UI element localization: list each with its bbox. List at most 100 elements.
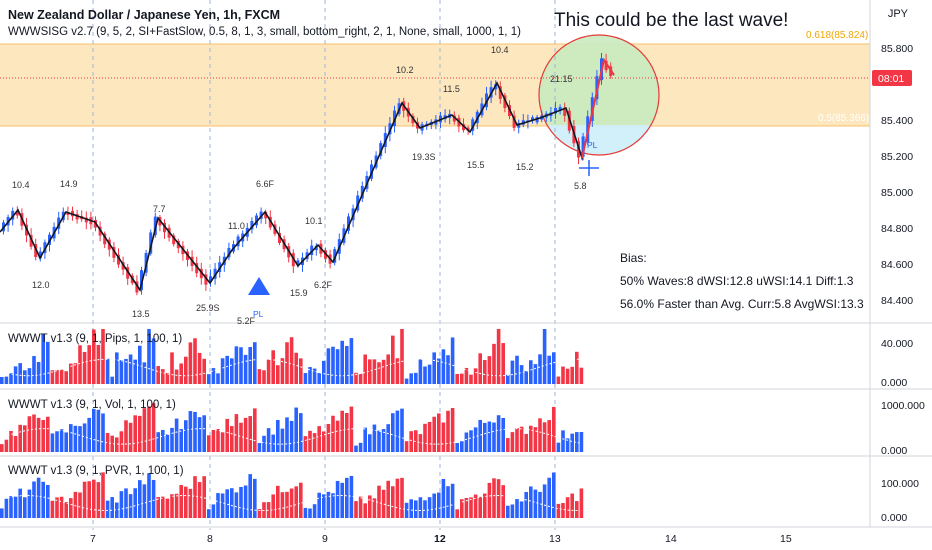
candle-body: [554, 107, 557, 114]
indicator-bar: [331, 415, 335, 452]
bias-title: Bias:: [620, 251, 647, 265]
indicator-bar: [50, 433, 55, 452]
indicator-bar: [9, 373, 13, 384]
indicator-bar: [395, 410, 400, 452]
indicator-bar: [115, 352, 119, 384]
indicator-bar: [78, 426, 82, 452]
indicator-bar: [92, 479, 96, 518]
indicator-bar: [354, 372, 358, 384]
wave-label: 10.1: [305, 216, 323, 226]
indicator-bar: [230, 358, 234, 384]
indicator-bar: [280, 358, 285, 384]
indicator-bar: [473, 427, 478, 452]
indicator-bar: [138, 415, 142, 452]
indicator-bar: [151, 338, 156, 384]
indicator-bar: [299, 358, 303, 384]
indicator-bar: [547, 355, 551, 384]
indicator-bar: [165, 373, 170, 384]
indicator-bar: [13, 496, 18, 518]
indicator-bar: [253, 478, 257, 518]
indicator-bar: [27, 416, 32, 452]
indicator-bar: [59, 496, 64, 518]
indicator-bar: [377, 362, 381, 384]
indicator-bar: [552, 406, 556, 452]
bias-waves-line: 50% Waves:8 dWSI:12.8 uWSI:14.1 Diff:1.3: [620, 274, 854, 288]
indicator-bar: [243, 417, 248, 452]
indicator-bar: [478, 419, 482, 452]
indicator-bar: [404, 502, 409, 518]
time-axis[interactable]: 7 8 9 12 13 14 15: [90, 533, 792, 545]
indicator-bar: [193, 411, 197, 452]
indicator-bar: [165, 434, 170, 452]
price-tick: 85.200: [881, 151, 913, 163]
symbol-title[interactable]: New Zealand Dollar / Japanese Yen, 1h, F…: [8, 8, 281, 22]
indicator-bar: [36, 361, 41, 384]
indicator-bar: [266, 502, 271, 518]
indicator-title[interactable]: WWWSISG v2.7 (9, 5, 2, SI+FastSlow, 0.5,…: [8, 26, 521, 38]
indicator-bar: [266, 428, 271, 452]
indicator-bar: [381, 489, 386, 518]
indicator-bar: [519, 365, 524, 384]
price-axis[interactable]: 85.800 85.400 85.200 85.000 84.800 84.60…: [881, 43, 913, 307]
indicator-bar: [197, 417, 202, 452]
indicator-bar: [478, 496, 482, 518]
indicator-bar: [529, 360, 533, 384]
indicator-bar: [4, 498, 9, 518]
candle-body: [452, 115, 456, 122]
candle-body: [75, 213, 79, 220]
indicator-bar: [207, 374, 211, 384]
pane-title-vol[interactable]: WWWT v1.3 (9, 1, Vol, 1, 100, 1): [8, 399, 176, 411]
indicator-bar: [128, 354, 133, 384]
indicator-bar: [432, 493, 436, 518]
indicator-bar: [32, 481, 36, 518]
bias-speed-line: 56.0% Faster than Avg. Curr:5.8 AvgWSI:1…: [620, 297, 864, 311]
wave-label: 14.9: [60, 179, 78, 189]
indicator-bar: [179, 363, 183, 384]
pane-title-pips[interactable]: WWWT v1.3 (9, 1, Pips, 1, 100, 1): [8, 333, 183, 345]
indicator-bar: [312, 433, 317, 452]
indicator-bar: [184, 486, 188, 518]
candle-body: [388, 123, 392, 135]
indicator-bar: [575, 432, 579, 452]
candle-body: [333, 249, 337, 263]
price-tick: 85.800: [881, 43, 913, 55]
indicator-bar: [386, 480, 390, 518]
indicator-bar: [501, 417, 505, 452]
indicator-bar: [317, 492, 321, 518]
wave-label: 7.7: [153, 204, 166, 214]
indicator-bar: [552, 352, 556, 384]
time-tick: 9: [322, 533, 328, 545]
indicator-bar: [211, 504, 216, 518]
indicator-bar: [147, 329, 151, 384]
indicator-bar: [386, 424, 390, 452]
indicator-bar: [460, 499, 464, 518]
indicator-bar: [220, 493, 225, 518]
indicator-bar: [101, 413, 105, 452]
indicator-bar: [492, 422, 496, 452]
indicator-bar: [156, 497, 160, 518]
indicator-bar: [492, 343, 496, 384]
indicator-bar: [487, 356, 492, 384]
price-countdown: 08:01: [878, 73, 904, 85]
indicator-bar: [464, 432, 469, 452]
pane-tick: 100.000: [881, 478, 919, 490]
indicator-bar: [312, 504, 317, 518]
indicator-bar: [386, 354, 390, 384]
pane-tick: 0.000: [881, 445, 907, 457]
indicator-bar: [174, 493, 179, 518]
indicator-bar: [529, 486, 533, 518]
indicator-bar: [354, 501, 358, 518]
pivot-low-triangle[interactable]: [248, 277, 270, 295]
candle-body: [38, 251, 42, 259]
wave-label: 12.0: [32, 280, 50, 290]
indicator-bar: [133, 415, 137, 452]
indicator-bar: [225, 418, 229, 452]
indicator-bar: [524, 371, 528, 384]
time-tick: 12: [434, 533, 446, 545]
indicator-bar: [271, 434, 275, 452]
indicator-bar: [13, 436, 18, 452]
pane-title-pvr[interactable]: WWWT v1.3 (9, 1, PVR, 1, 100, 1): [8, 465, 184, 477]
indicator-bar: [331, 346, 335, 384]
indicator-bar: [358, 442, 363, 452]
